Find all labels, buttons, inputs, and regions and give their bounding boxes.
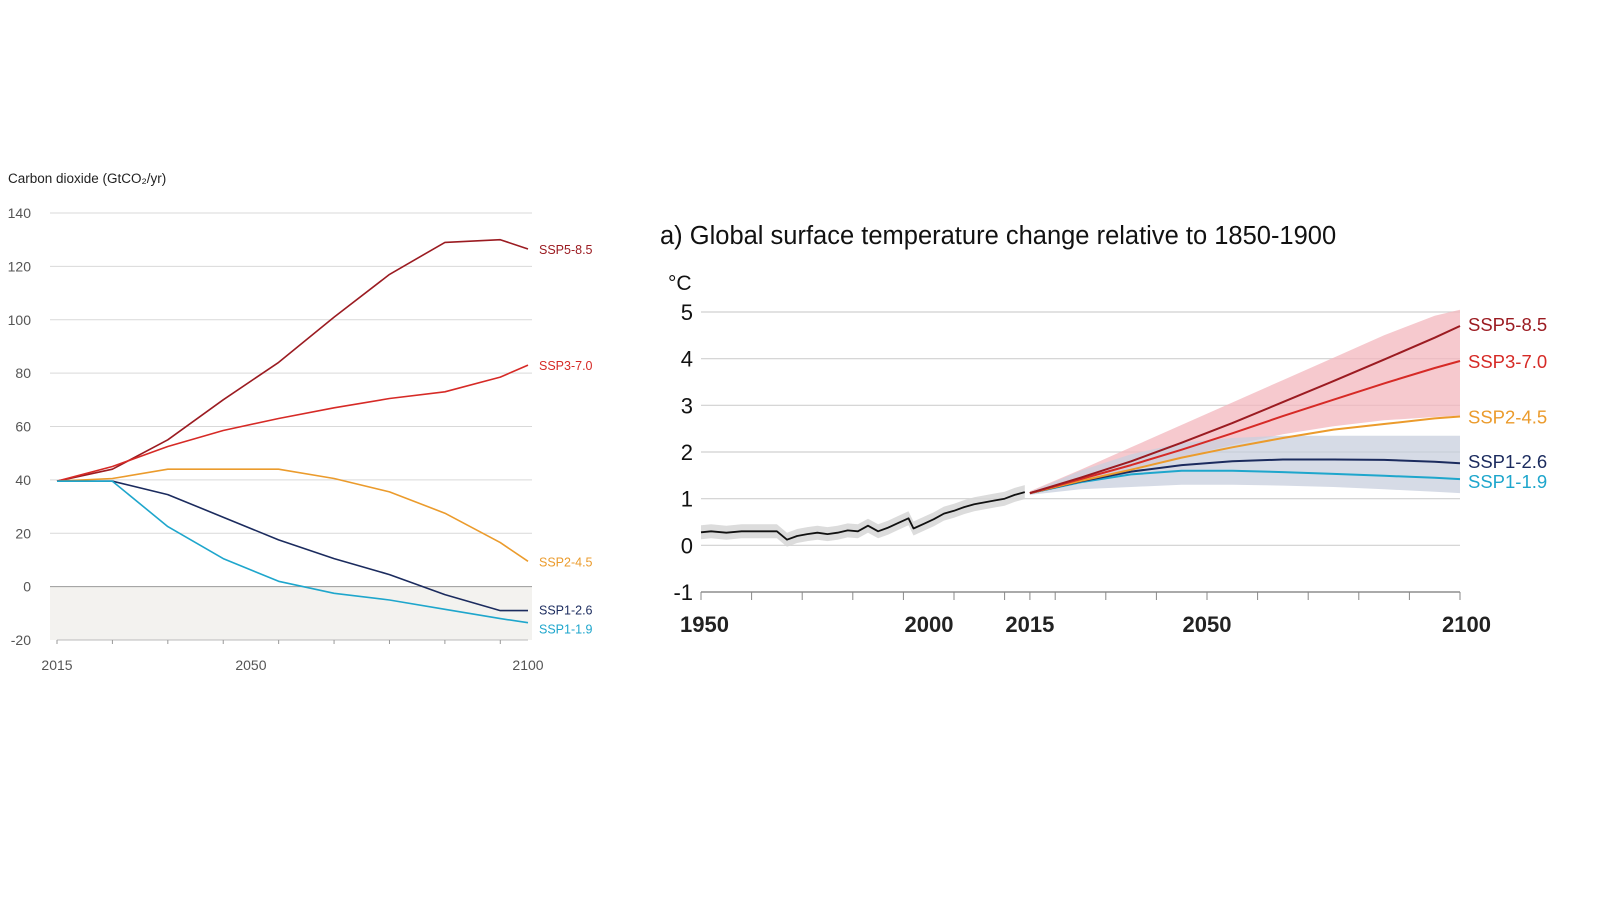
temp-y-tick-label: 5 bbox=[681, 300, 693, 325]
temp-band-ssp1-2-6 bbox=[1029, 435, 1460, 495]
temp-line-ssp1-1-9 bbox=[1029, 469, 1461, 495]
temp-label-ssp5-8-5: SSP5-8.5 bbox=[1468, 314, 1547, 335]
co2-line-ssp1-2-6 bbox=[57, 480, 528, 612]
temp-line-ssp5-8-5 bbox=[1029, 325, 1461, 495]
temp-label-ssp2-4-5: SSP2-4.5 bbox=[1468, 407, 1547, 428]
temp-y-tick-label: 3 bbox=[681, 393, 693, 418]
co2-line-ssp5-8-5 bbox=[56, 238, 529, 482]
co2-x-tick-label: 2015 bbox=[41, 657, 72, 673]
co2-label-ssp3-7-0: SSP3-7.0 bbox=[539, 359, 593, 373]
co2-x-tick-label: 2050 bbox=[235, 657, 266, 673]
co2-y-tick-label: 80 bbox=[15, 365, 31, 381]
co2-line-ssp3-7-0 bbox=[56, 364, 529, 482]
temperature-change-chart: a) Global surface temperature change rel… bbox=[660, 222, 1547, 637]
co2-y-tick-label: 40 bbox=[15, 472, 31, 488]
temp-y-tick-label: 4 bbox=[681, 347, 693, 372]
co2-label-ssp2-4-5: SSP2-4.5 bbox=[539, 555, 593, 569]
co2-y-axis-label: Carbon dioxide (GtCO₂/yr) bbox=[8, 171, 166, 186]
temp-line-ssp2-4-5 bbox=[1029, 415, 1461, 495]
temp-label-ssp1-2-6: SSP1-2.6 bbox=[1468, 451, 1547, 472]
co2-label-ssp1-1-9: SSP1-1.9 bbox=[539, 623, 593, 637]
co2-line-ssp2-4-5 bbox=[56, 468, 529, 562]
co2-label-ssp5-8-5: SSP5-8.5 bbox=[539, 243, 593, 257]
historical-temperature-line bbox=[700, 491, 1026, 541]
negative-emissions-band bbox=[50, 586, 532, 640]
temp-x-tick-label: 2050 bbox=[1183, 612, 1232, 637]
temperature-y-axis-unit: °C bbox=[668, 272, 692, 295]
temp-band-ssp5-8-5 bbox=[1029, 309, 1460, 495]
temperature-chart-title: a) Global surface temperature change rel… bbox=[660, 222, 1336, 250]
temp-y-tick-label: -1 bbox=[673, 580, 693, 605]
temp-y-tick-label: 2 bbox=[681, 440, 693, 465]
co2-line-ssp1-1-9 bbox=[57, 480, 529, 624]
temp-x-tick-label: 2015 bbox=[1005, 612, 1054, 637]
temp-x-tick-label: 1950 bbox=[680, 612, 729, 637]
co2-y-tick-label: 20 bbox=[15, 525, 31, 541]
temp-label-ssp1-1-9: SSP1-1.9 bbox=[1468, 471, 1547, 492]
co2-y-tick-label: -20 bbox=[11, 632, 31, 648]
temp-x-tick-label: 2000 bbox=[905, 612, 954, 637]
temp-x-tick-label: 2100 bbox=[1442, 612, 1491, 637]
co2-y-tick-label: 120 bbox=[8, 258, 32, 274]
co2-y-tick-label: 140 bbox=[8, 205, 32, 221]
temp-y-tick-label: 0 bbox=[681, 533, 693, 558]
co2-x-tick-label: 2100 bbox=[512, 657, 543, 673]
temp-y-tick-label: 1 bbox=[681, 487, 693, 512]
temp-label-ssp3-7-0: SSP3-7.0 bbox=[1468, 351, 1547, 372]
co2-y-tick-label: 100 bbox=[8, 312, 32, 328]
temp-line-ssp1-2-6 bbox=[1029, 458, 1461, 495]
temp-line-ssp3-7-0 bbox=[1029, 360, 1461, 495]
co2-label-ssp1-2-6: SSP1-2.6 bbox=[539, 604, 593, 618]
co2-y-tick-label: 0 bbox=[23, 579, 31, 595]
co2-y-tick-label: 60 bbox=[15, 419, 31, 435]
historical-uncertainty-band bbox=[701, 485, 1025, 547]
co2-emissions-chart: Carbon dioxide (GtCO₂/yr) -20 0 20 40 60 80 10… bbox=[8, 171, 593, 673]
